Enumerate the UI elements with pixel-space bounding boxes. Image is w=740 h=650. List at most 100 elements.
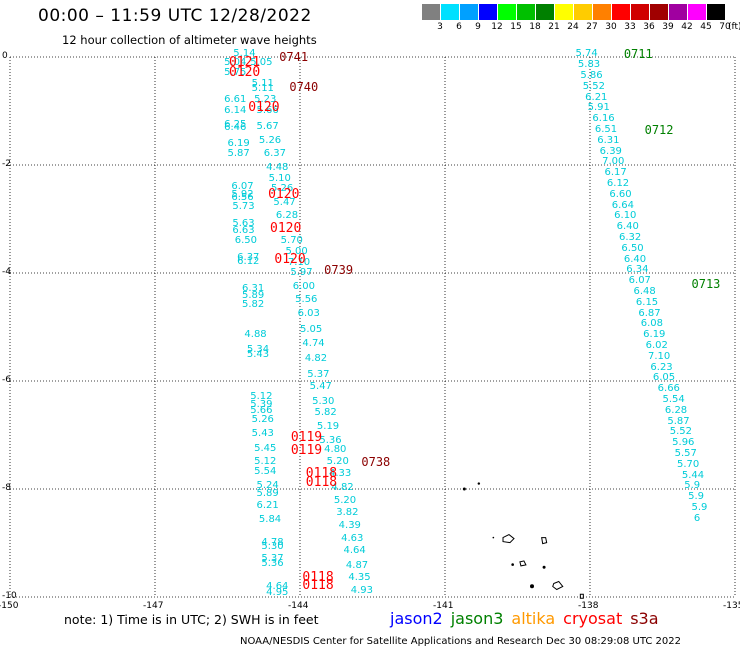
pass-time-label: 0738 <box>361 455 391 469</box>
wave-height-label: 6.12 <box>606 177 630 189</box>
wave-height-label: 6 <box>693 512 701 524</box>
island <box>477 482 481 485</box>
wave-height-label: 4.64 <box>266 581 289 593</box>
pass-time-label: 0741 <box>279 50 309 64</box>
wave-height-label: 5.30 <box>312 395 335 407</box>
wave-height-label: 6.51 <box>594 123 618 135</box>
wave-height-label: 5.70 <box>677 458 700 470</box>
wave-height-label: 5.54 <box>254 465 277 477</box>
wave-height-label: 5.36 <box>261 557 284 569</box>
pass-time-label: 0120 <box>270 220 302 236</box>
colorbar-swatch <box>479 4 498 20</box>
pass-time-label: 0120 <box>274 251 306 267</box>
pass-time-label: 0713 <box>691 276 721 291</box>
chart-subtitle: 12 hour collection of altimeter wave hei… <box>62 33 317 47</box>
wave-height-label: 5.11 <box>251 78 274 89</box>
colorbar-swatch <box>555 4 574 20</box>
colorbar-tick-label: 24 <box>567 22 579 32</box>
wave-height-label: 6.34 <box>626 264 649 276</box>
satellite-legend-item: cryosat <box>563 609 623 628</box>
wave-height-label: 6.12 <box>237 256 260 268</box>
wave-height-label: 6.14 <box>224 105 247 116</box>
wave-height-label: 5.23 <box>254 94 277 106</box>
colorbar-tick-label: 15 <box>510 22 522 32</box>
wave-height-label: 6.37 <box>237 251 260 263</box>
wave-height-label: 5.05 <box>300 323 323 335</box>
wave-height-label: 5.19 <box>316 420 340 432</box>
wave-height-label: 5.56 <box>295 294 318 305</box>
units-note: note: 1) Time is in UTC; 2) SWH is in fe… <box>64 612 319 627</box>
island-outline <box>579 593 584 599</box>
satellite-legend-item: jason2 <box>390 609 443 628</box>
wave-height-label: 5.82 <box>314 407 337 419</box>
pass-time-label: 0118 <box>302 578 334 594</box>
longitude-tick-label: -144 <box>288 601 309 611</box>
wave-height-label: 5.26 <box>251 413 274 425</box>
colorbar-swatch <box>441 4 460 20</box>
colorbar-swatch <box>650 4 669 20</box>
wave-height-label: 6.16 <box>592 113 615 125</box>
wave-height-label: 7.10 <box>648 350 671 362</box>
wave-height-label: 5.12 <box>254 456 277 467</box>
wave-height-label: 5.34 <box>246 343 270 355</box>
pass-time-label: 0118 <box>305 474 338 490</box>
wave-height-label: 4.80 <box>324 444 347 456</box>
wave-height-label: 5.10 <box>268 172 291 184</box>
wave-height-label: 6.31 <box>242 283 265 295</box>
wave-height-label: 4.63 <box>341 532 364 544</box>
colorbar-swatch <box>574 4 593 20</box>
wave-height-label: 5.97 <box>290 267 313 278</box>
wave-height-label: 6.48 <box>633 285 656 297</box>
wave-height-label: 5.45 <box>254 442 277 454</box>
wave-height-label: 6.28 <box>275 210 299 222</box>
wave-height-label: 5.43 <box>246 349 270 361</box>
wave-height-label: 4.48 <box>266 161 289 173</box>
longitude-tick-label: -150 <box>0 601 19 611</box>
wave-height-label: 5.89 <box>242 289 265 301</box>
pass-time-label: 0121 <box>228 55 261 71</box>
island <box>530 584 534 589</box>
island <box>511 563 514 566</box>
wave-height-label: 6.15 <box>635 296 659 308</box>
wave-height-label: 5.75 <box>224 67 247 79</box>
wave-height-label: 5.83 <box>577 59 601 71</box>
wave-height-label: 6.07 <box>231 180 254 192</box>
wave-height-label: 4.82 <box>304 353 328 365</box>
wave-height-label: 6.10 <box>614 210 637 222</box>
wave-height-label: 3.82 <box>336 507 359 519</box>
wave-height-label: 6.37 <box>263 148 287 160</box>
wave-height-label: 5.26 <box>258 134 282 146</box>
pass-time-label: 0740 <box>289 79 319 94</box>
wave-height-label: 5.54 <box>662 393 685 405</box>
colorbar-swatch <box>517 4 536 20</box>
pass-time-label: 0739 <box>324 263 354 278</box>
island-outline <box>502 534 515 544</box>
colorbar-swatch <box>631 4 650 20</box>
wave-height-label: 6.60 <box>609 188 632 200</box>
wave-height-label: 5.52 <box>582 80 606 92</box>
wave-height-label: 5.87 <box>667 415 690 427</box>
colorbar-tick-label: 33 <box>624 22 636 32</box>
colorbar-tick-label: 39 <box>662 22 674 32</box>
wave-height-label: 7.00 <box>602 156 625 168</box>
wave-height-label: 5.11 <box>251 83 274 95</box>
satellite-legend-item: jason3 <box>450 609 504 628</box>
wave-height-label: 4.33 <box>329 467 352 479</box>
wave-height-label: 5.37 <box>261 553 284 565</box>
satellite-legend-item: s3a <box>630 609 659 628</box>
wave-height-label: 5.20 <box>333 494 357 506</box>
longitude-tick-label: -135 <box>723 601 740 611</box>
latitude-tick-label: 0 <box>2 51 8 61</box>
colorbar-tick-label: 30 <box>605 22 617 32</box>
wave-height-label: 6.87 <box>638 307 661 319</box>
wave-height-label: 6.40 <box>623 253 647 265</box>
wave-height-label: 5.47 <box>309 381 332 393</box>
wave-height-label: 5.47 <box>273 196 296 208</box>
wave-height-label: 5.89 <box>256 488 279 500</box>
colorbar-swatch <box>460 4 479 20</box>
wave-height-label: 5.43 <box>251 427 274 439</box>
wave-height-label: 5.39 <box>250 399 273 411</box>
wave-height-label: 6.08 <box>640 318 664 330</box>
satellite-legend-item: altika <box>511 609 556 628</box>
